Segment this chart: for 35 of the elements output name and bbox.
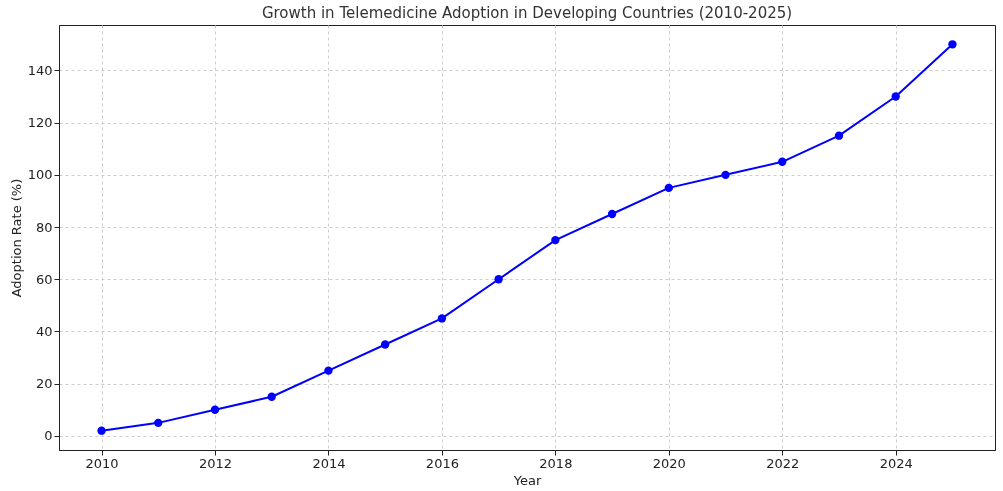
x-tick-label: 2020 [652,455,686,471]
point [494,275,503,284]
point [778,157,787,166]
point [210,405,220,414]
point [267,392,276,401]
point [834,131,844,140]
y-tick-label: 40 [35,323,53,339]
x-tick-label: 2018 [539,455,573,471]
chart-title: Growth in Telemedicine Adoption in Developing Countries (2010-2025) [261,4,793,22]
point [381,340,390,349]
point [97,426,106,435]
point [324,366,333,375]
point [721,170,730,180]
point [664,183,673,193]
x-tick-label: 2024 [879,455,913,471]
x-tick-label: 2022 [766,455,800,471]
x-tick-label: 2016 [425,455,459,471]
y-tick-label: 140 [27,62,53,78]
point [551,235,560,245]
y-tick-label: 60 [35,271,53,287]
x-tick-label: 2012 [198,455,233,471]
y-axis-title: Adoption Rate (%) [8,178,24,298]
y-tick-label: 120 [27,115,53,131]
point [891,92,900,101]
x-tick-label: 2014 [312,455,346,471]
y-tick-label: 0 [44,428,53,444]
point [437,314,447,323]
point [948,40,957,49]
x-tick-label: 2010 [85,455,119,471]
point [607,209,617,219]
y-tick-label: 100 [27,167,53,183]
point [154,418,163,428]
x-axis-title: Year [512,472,542,488]
y-tick-label: 20 [35,376,53,392]
y-tick-label: 80 [35,219,53,235]
